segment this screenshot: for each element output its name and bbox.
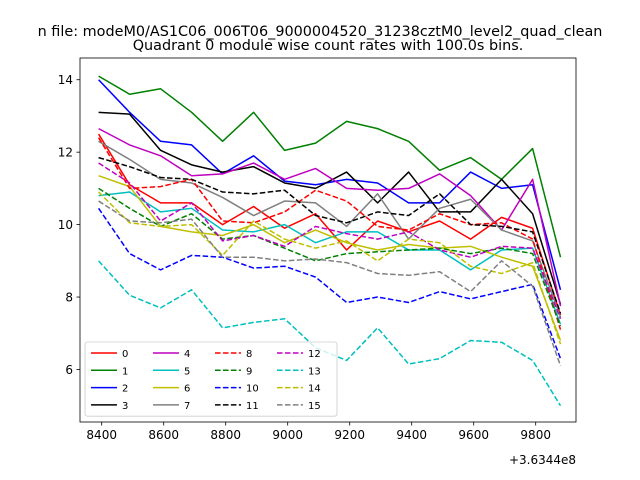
series-line-3 [98,111,562,305]
legend-label-0: 0 [122,349,128,360]
legend-label-6: 6 [184,384,190,395]
plot-area: 8400 8600 8800 9000 9200 9400 9600 9800 +3.6344e… [58,57,577,467]
series-line-14 [98,191,562,345]
x-tick-label: 9400 [396,428,427,442]
series-line-2 [98,79,562,290]
x-tick-label: 9000 [272,428,303,442]
x-tick-label: 8400 [86,428,117,442]
legend-frame [84,341,338,417]
y-tick-label: 8 [65,291,73,305]
x-tick-label: 9200 [334,428,365,442]
figure-suptitle: n file: modeM0/AS1C06_006T06_9000004520_… [38,24,603,40]
legend-label-9: 9 [246,366,252,377]
series-line-5 [98,191,562,325]
y-tick-label: 6 [65,363,73,377]
series-line-6 [98,175,562,341]
series-line-1 [98,75,562,258]
legend-label-2: 2 [122,384,128,395]
legend-label-11: 11 [246,401,259,412]
series-line-7 [98,140,562,318]
x-offset-label: +3.6344e8 [509,453,576,467]
y-tick-label: 14 [58,73,73,87]
series-line-10 [97,207,562,359]
legend-label-14: 14 [308,384,321,395]
series-line-8 [97,137,562,330]
series-lines [97,75,562,407]
legend-label-15: 15 [308,401,321,412]
series-line-9 [98,187,562,327]
legend-label-12: 12 [308,349,321,360]
y-tick-label: 12 [58,146,73,160]
legend-label-5: 5 [184,366,190,377]
x-tick-label: 9800 [520,428,551,442]
legend-label-4: 4 [184,349,190,360]
legend-label-3: 3 [122,401,128,412]
x-tick-label: 8800 [210,428,241,442]
chart-title: Quadrant 0 module wise count rates with … [133,38,524,54]
series-line-11 [98,156,562,314]
series-line-0 [97,133,562,316]
x-tick-label: 9600 [458,428,489,442]
axes-frame [79,57,577,423]
x-tick-label: 8600 [148,428,179,442]
legend-label-13: 13 [308,366,321,377]
series-line-15 [98,200,562,367]
legend-label-1: 1 [122,366,128,377]
legend-label-8: 8 [246,349,252,360]
series-line-4 [98,127,562,307]
series-line-12 [98,162,562,320]
y-tick-label: 10 [58,218,73,232]
legend-label-7: 7 [184,401,190,412]
legend-label-10: 10 [246,384,259,395]
